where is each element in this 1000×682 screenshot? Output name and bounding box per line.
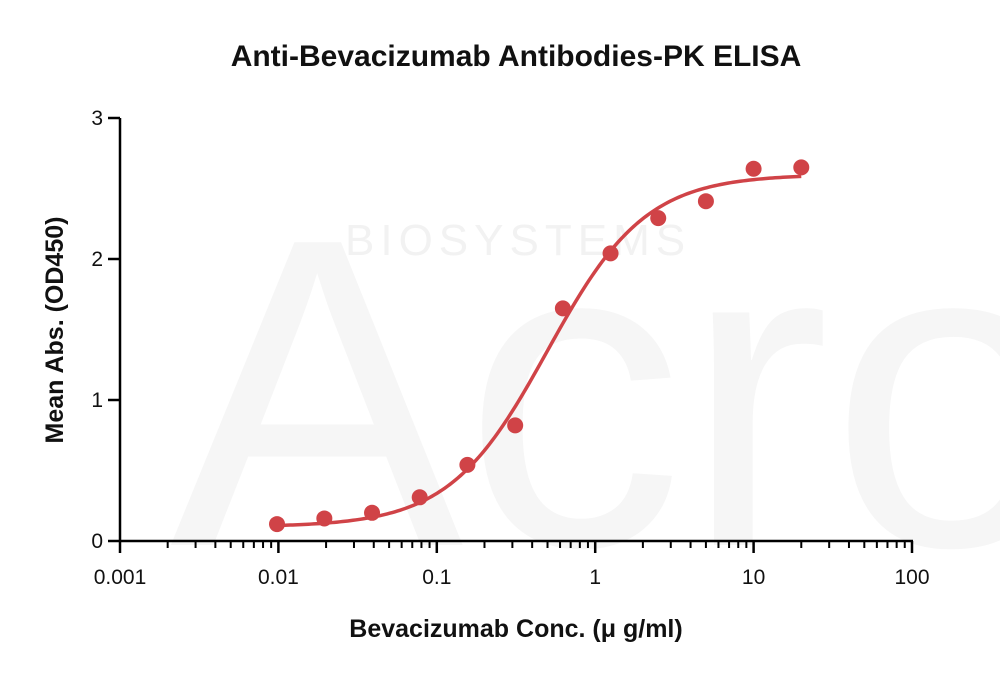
y-tick-label: 3: [91, 107, 103, 130]
x-tick-label: 0.01: [258, 566, 299, 589]
data-point: [697, 193, 714, 210]
y-tick-label: 1: [91, 389, 103, 412]
data-point: [269, 516, 286, 533]
y-tick-label: 0: [91, 530, 103, 553]
watermark-logo: Acro: [170, 148, 1000, 639]
data-point: [364, 504, 381, 521]
x-ticks: 0.001 0.01 0.1 1 10 100: [94, 541, 930, 589]
x-tick-label: 1: [589, 566, 601, 589]
data-point: [507, 417, 524, 434]
x-tick-label: 100: [894, 566, 929, 589]
axes: [118, 118, 913, 543]
data-points: [269, 159, 810, 533]
data-point: [554, 300, 571, 317]
data-point: [650, 210, 667, 227]
watermark: Acro BIOSYSTEMS: [170, 148, 1000, 639]
x-tick-label: 0.1: [422, 566, 451, 589]
chart-title: Anti-Bevacizumab Antibodies-PK ELISA: [231, 40, 802, 73]
fit-curves: [276, 174, 802, 528]
y-axis-label: Mean Abs. (OD450): [41, 217, 69, 444]
data-point: [316, 510, 333, 527]
y-ticks: 0 1 2 3: [91, 107, 120, 553]
data-point: [602, 245, 619, 262]
y-tick-label: 2: [91, 248, 103, 271]
data-point: [411, 489, 428, 506]
data-point: [459, 456, 476, 473]
fit-curve: [276, 174, 802, 528]
x-tick-label: 0.001: [94, 566, 147, 589]
x-tick-label: 10: [742, 566, 765, 589]
x-axis-label: Bevacizumab Conc. (μ g/ml): [349, 615, 682, 643]
data-point: [793, 159, 810, 176]
watermark-subtext: BIOSYSTEMS: [345, 216, 691, 265]
data-point: [745, 160, 762, 177]
